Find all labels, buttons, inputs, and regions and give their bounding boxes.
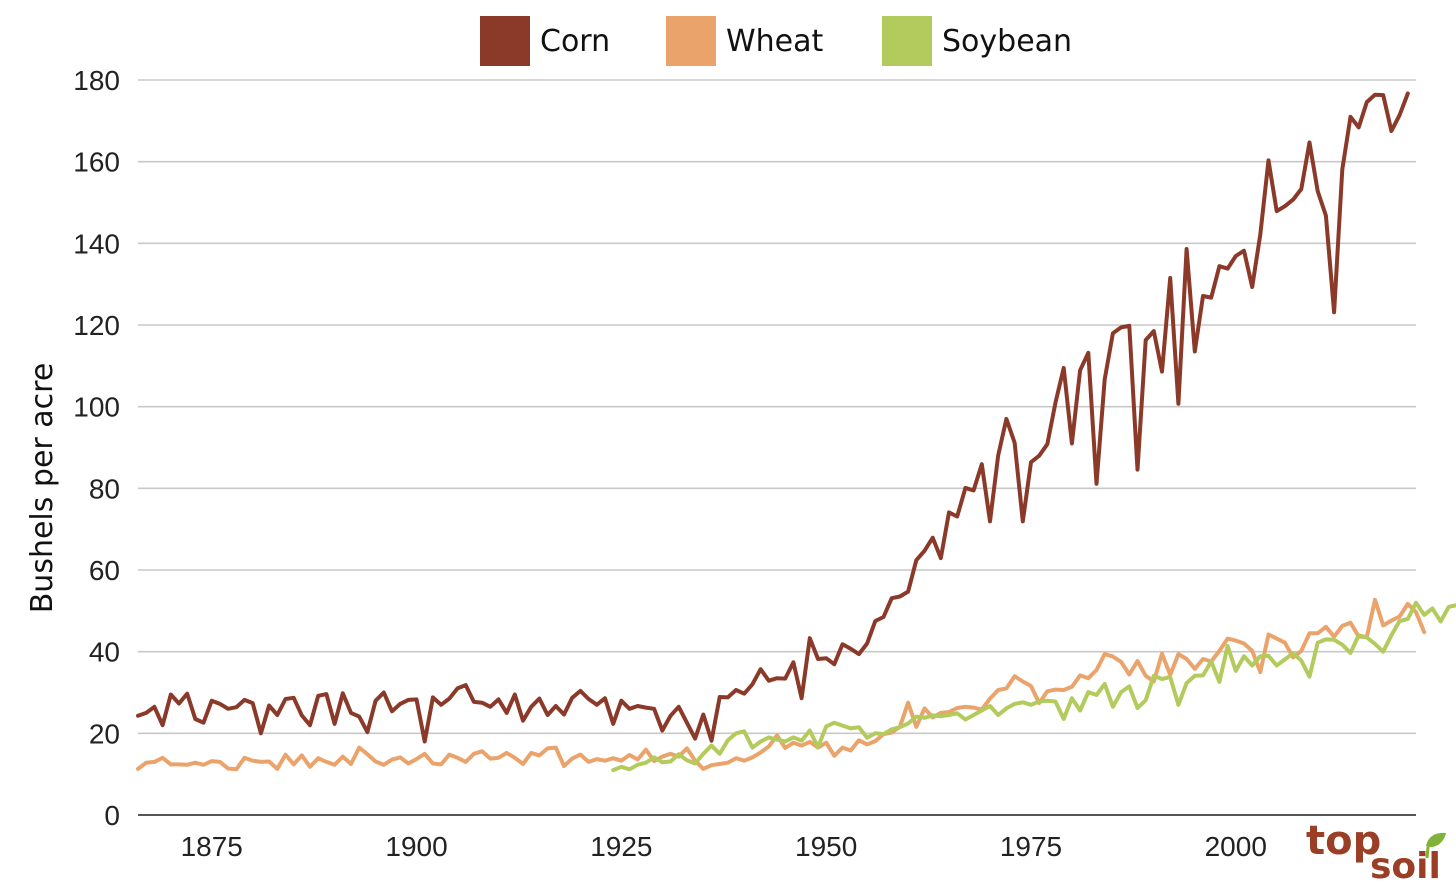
series-line-corn: [136, 91, 1410, 744]
leaf-icon: [1426, 832, 1446, 848]
topsoil-logo: top soil: [1306, 818, 1446, 887]
y-tick-label: 40: [89, 637, 120, 668]
y-axis-title: Bushels per acre: [25, 363, 60, 614]
series-lines: [136, 91, 1456, 773]
x-tick-label: 1975: [1000, 831, 1062, 862]
leaf-stem-icon: [1425, 846, 1430, 859]
y-tick-label: 140: [73, 228, 120, 259]
y-tick-label: 0: [104, 800, 120, 831]
y-tick-label: 80: [89, 473, 120, 504]
x-tick-label: 2000: [1205, 831, 1267, 862]
series-line-soybean: [611, 600, 1456, 773]
y-tick-label: 100: [73, 392, 120, 423]
y-tick-label: 160: [73, 147, 120, 178]
legend: Corn Wheat Soybean: [480, 16, 1072, 66]
x-tick-label: 1950: [795, 831, 857, 862]
gridlines: [138, 79, 1416, 816]
legend-label-corn: Corn: [540, 24, 610, 59]
x-tick-label: 1925: [590, 831, 652, 862]
y-tick-label: 20: [89, 718, 120, 749]
y-tick-label: 180: [73, 65, 120, 96]
y-tick-label: 120: [73, 310, 120, 341]
x-tick-labels: 1875 1900 1925 1950 1975 2000: [181, 831, 1267, 862]
logo-text-bottom: soil: [1370, 846, 1441, 887]
legend-label-wheat: Wheat: [726, 24, 824, 59]
y-tick-label: 60: [89, 555, 120, 586]
legend-label-soybean: Soybean: [942, 24, 1072, 59]
x-tick-label: 1900: [385, 831, 447, 862]
legend-swatch-soybean: [882, 16, 932, 66]
legend-swatch-corn: [480, 16, 530, 66]
logo-text-top: top: [1306, 818, 1381, 864]
y-tick-labels: 0 20 40 60 80 100 120 140 160 180: [73, 65, 120, 831]
legend-swatch-wheat: [666, 16, 716, 66]
series-line-wheat: [136, 597, 1427, 772]
x-tick-label: 1875: [181, 831, 243, 862]
